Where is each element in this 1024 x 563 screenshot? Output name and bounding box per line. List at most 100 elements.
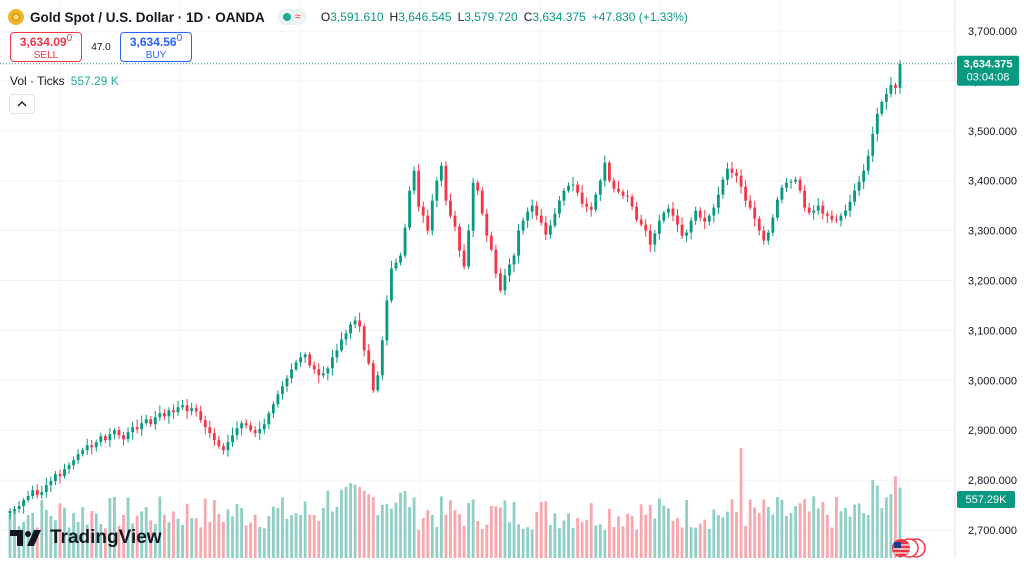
volume-bar (312, 515, 316, 558)
candle-body (199, 411, 203, 421)
buy-button[interactable]: 3,634.560 BUY (120, 32, 192, 62)
symbol-title[interactable]: Gold Spot / U.S. Dollar · 1D · OANDA (30, 9, 265, 25)
volume-bar (40, 500, 44, 558)
candle-body (353, 320, 357, 325)
candle-body (803, 190, 807, 208)
volume-bar (607, 508, 611, 558)
candle-body (835, 219, 838, 221)
candle-body (671, 208, 675, 216)
volume-bar (739, 448, 743, 558)
last-volume-tag (957, 491, 1015, 508)
chevron-up-icon (17, 101, 27, 107)
candle-body (417, 170, 421, 207)
candle-body (117, 430, 121, 436)
sell-button[interactable]: 3,634.090 SELL (10, 32, 82, 62)
candle-body (503, 275, 507, 291)
candle-body (426, 215, 430, 231)
volume-bar (585, 519, 589, 558)
candle-body (226, 442, 230, 451)
volume-bar (403, 490, 407, 558)
volume-bar (694, 527, 698, 558)
us-flag-icon[interactable] (888, 536, 928, 558)
candle-body (376, 375, 380, 391)
volume-bar (789, 513, 793, 558)
volume-bar (367, 494, 371, 558)
candle-body (898, 63, 902, 88)
y-tick-label: 3,700.000 (968, 26, 1017, 38)
candle-body (512, 255, 516, 265)
candle-body (698, 210, 702, 218)
market-status-pill[interactable]: ≈ (276, 9, 307, 25)
volume-bar (376, 515, 380, 558)
volume-bar (499, 507, 502, 558)
candle-body (467, 230, 471, 267)
collapse-legend-button[interactable] (9, 94, 35, 114)
candle-body (480, 190, 484, 214)
candle-body (390, 268, 393, 301)
candle-body (798, 179, 802, 191)
candle-body (621, 191, 625, 196)
candle-body (471, 182, 475, 231)
spread-value: 47.0 (91, 41, 111, 53)
volume-bar (390, 508, 393, 558)
candle-body (63, 469, 66, 477)
candle-body (231, 435, 234, 443)
ohlc-high: H3,646.545 (389, 10, 452, 24)
candle-body (439, 165, 443, 181)
candle-body (103, 436, 107, 441)
candle-body (689, 220, 693, 233)
volume-bar (553, 513, 557, 558)
candle-body (335, 350, 339, 358)
volume-bar (644, 514, 648, 558)
y-tick-label: 2,700.000 (968, 525, 1017, 537)
volume-bar (807, 511, 811, 558)
volume-bar (712, 509, 716, 558)
candle-body (730, 168, 734, 173)
volume-bar (835, 496, 838, 558)
candle-body (326, 368, 330, 374)
volume-bar (140, 511, 144, 558)
candle-body (853, 190, 856, 202)
sell-price-suffix: 0 (66, 33, 73, 44)
volume-bar (240, 507, 243, 558)
candle-body (276, 394, 280, 405)
volume-bar (571, 527, 575, 558)
candle-body (321, 373, 325, 376)
volume-bar (730, 499, 734, 558)
market-open-icon (282, 13, 291, 21)
candle-body (726, 168, 729, 180)
y-tick-label: 3,000.000 (968, 375, 1017, 387)
candle-body (753, 207, 757, 219)
candle-body (830, 215, 834, 220)
volume-bar (63, 507, 66, 558)
candle-body (626, 195, 629, 197)
candle-body (385, 300, 389, 341)
candle-body (744, 186, 748, 201)
volume-legend[interactable]: Vol · Ticks 557.29 K (10, 74, 119, 88)
volume-bar (330, 511, 334, 558)
volume-bar (194, 518, 198, 558)
volume-bar (172, 511, 175, 558)
volume-bar (449, 500, 452, 558)
countdown-label: 03:04:08 (967, 72, 1010, 84)
volume-label: Vol · Ticks (10, 74, 65, 88)
volume-bar (612, 527, 616, 558)
volume-bar (444, 514, 448, 558)
volume-bar (394, 502, 398, 558)
volume-bar (685, 500, 688, 558)
volume-bar (853, 504, 856, 558)
candle-body (212, 433, 216, 441)
volume-bar (94, 513, 98, 558)
volume-bar (875, 485, 879, 558)
candle-body (403, 227, 407, 256)
last-volume-label: 557.29K (966, 494, 1008, 506)
volume-bar (303, 501, 307, 558)
volume-bar (775, 497, 779, 558)
tradingview-logo[interactable]: TradingView (10, 527, 162, 549)
volume-bar (489, 505, 493, 558)
volume-bar (562, 520, 566, 558)
volume-bar (812, 496, 816, 558)
volume-bar (281, 497, 284, 558)
gold-coin-icon (8, 9, 24, 25)
